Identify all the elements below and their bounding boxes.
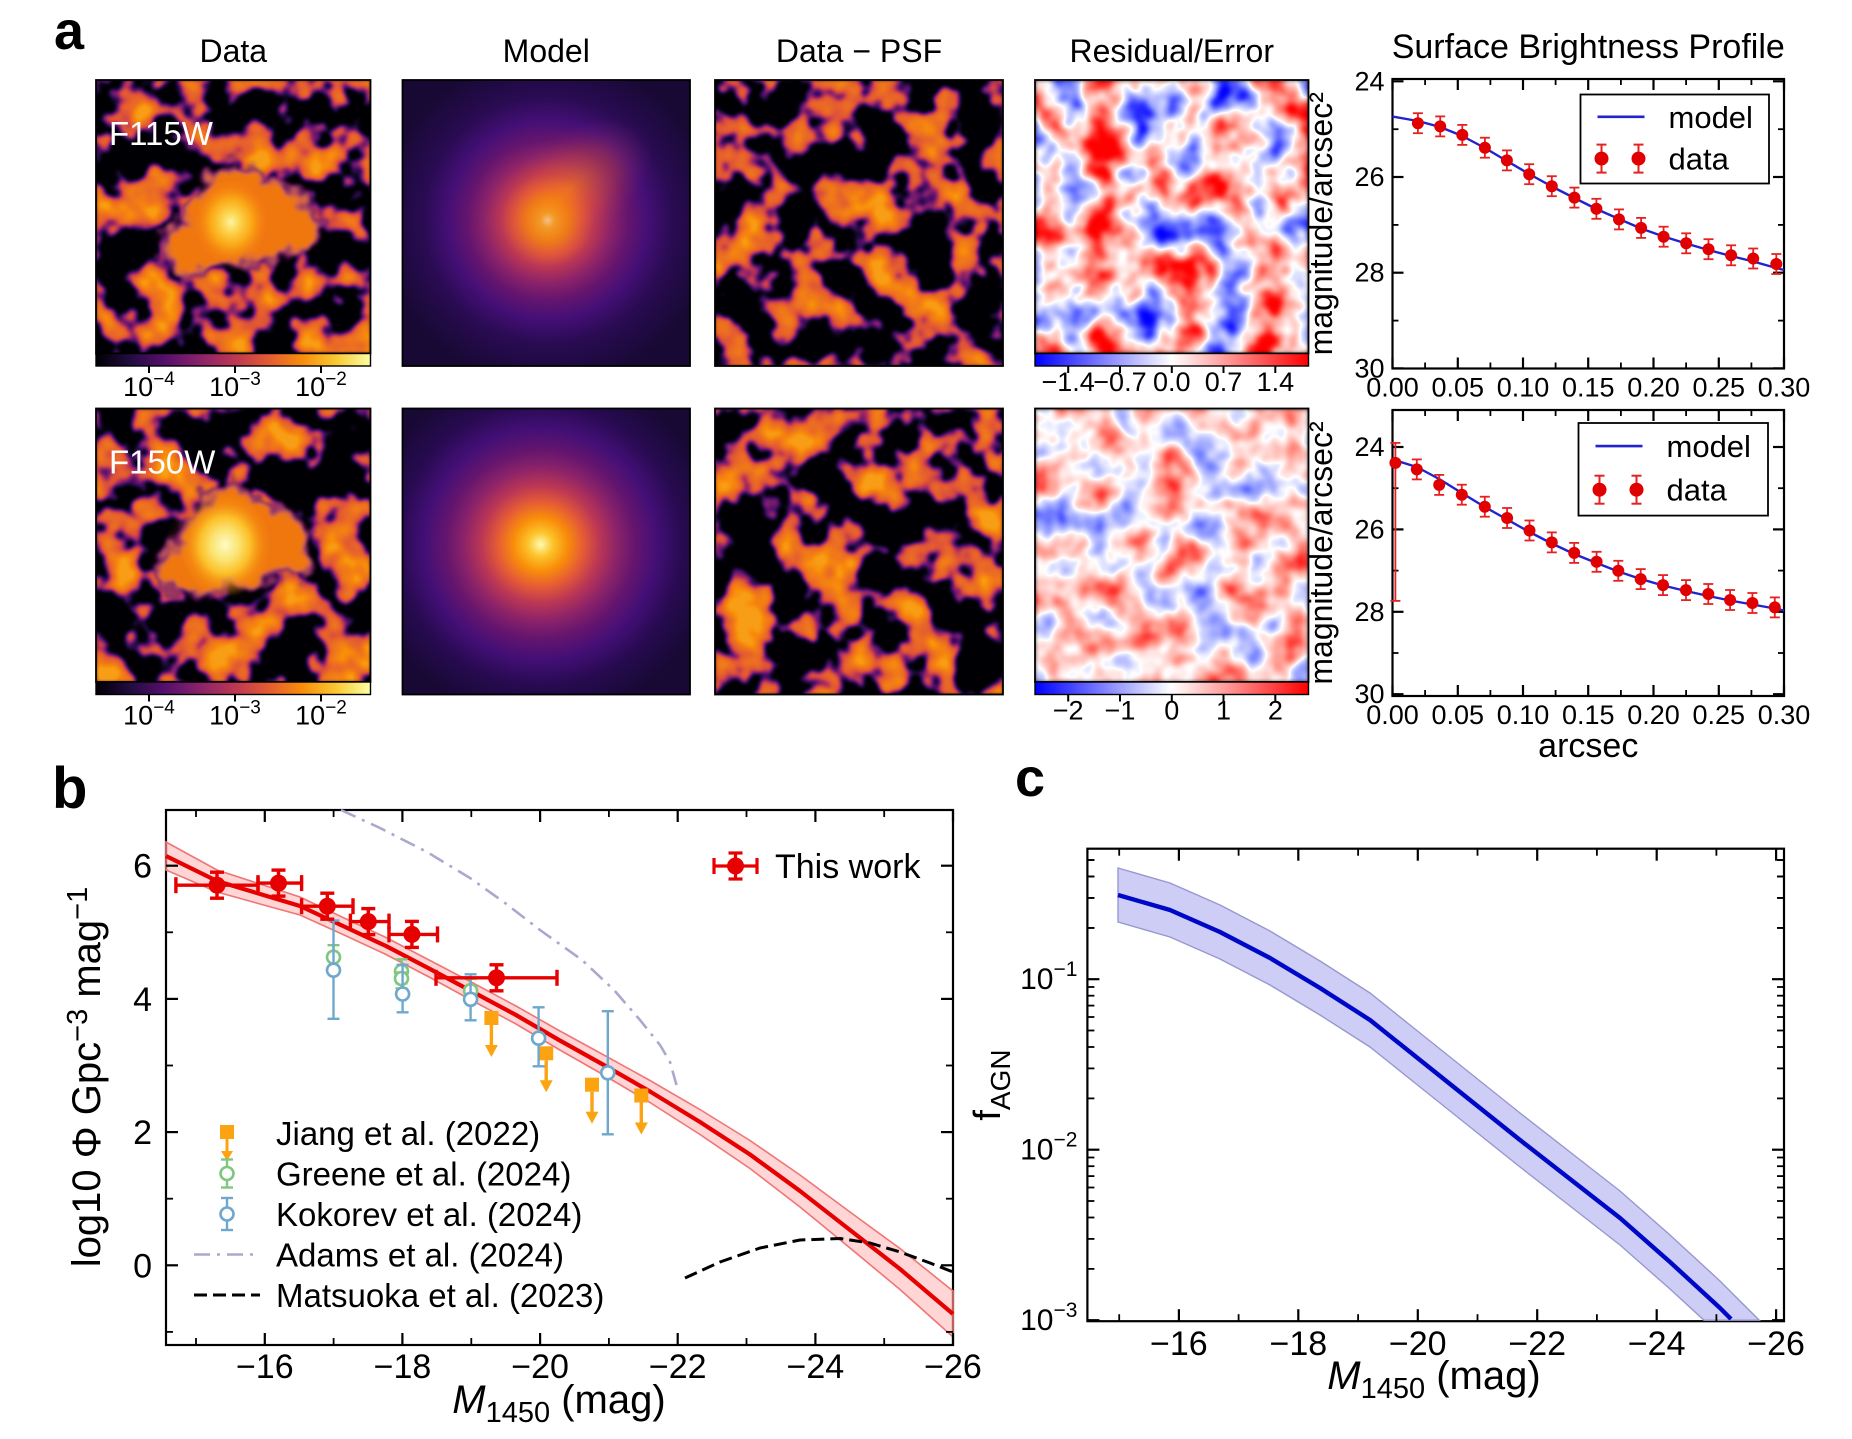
svg-text:Residual/Error: Residual/Error: [1069, 33, 1274, 69]
svg-text:log10 Φ Gpc−3 mag−1: log10 Φ Gpc−3 mag−1: [62, 887, 109, 1267]
svg-text:4: 4: [133, 981, 152, 1019]
svg-text:0: 0: [133, 1247, 152, 1285]
svg-text:24: 24: [1354, 432, 1384, 462]
svg-text:0.0: 0.0: [1153, 367, 1191, 397]
svg-text:−18: −18: [1269, 1325, 1327, 1363]
svg-text:0.10: 0.10: [1497, 700, 1550, 730]
svg-text:−22: −22: [1508, 1325, 1566, 1363]
svg-text:Model: Model: [503, 33, 590, 69]
svg-text:data: data: [1667, 473, 1728, 508]
svg-text:28: 28: [1354, 258, 1384, 288]
svg-text:−16: −16: [236, 1348, 294, 1386]
svg-text:0.25: 0.25: [1692, 373, 1745, 403]
svg-text:0.05: 0.05: [1431, 700, 1484, 730]
svg-text:0.20: 0.20: [1627, 373, 1680, 403]
svg-text:−1.4: −1.4: [1041, 367, 1094, 397]
svg-text:2: 2: [133, 1114, 152, 1152]
svg-text:Matsuoka et al. (2023): Matsuoka et al. (2023): [276, 1277, 604, 1314]
svg-text:−2: −2: [1053, 696, 1084, 726]
svg-text:28: 28: [1354, 597, 1384, 627]
svg-text:0.00: 0.00: [1366, 373, 1419, 403]
svg-text:M1450 (mag): M1450 (mag): [1327, 1354, 1540, 1405]
svg-text:−24: −24: [1628, 1325, 1686, 1363]
svg-text:Greene et al. (2024): Greene et al. (2024): [276, 1156, 571, 1193]
svg-text:6: 6: [133, 848, 152, 886]
svg-text:model: model: [1669, 100, 1753, 135]
svg-text:−18: −18: [374, 1348, 432, 1386]
svg-text:arcsec: arcsec: [1538, 727, 1638, 765]
svg-text:model: model: [1667, 429, 1751, 464]
svg-text:−16: −16: [1150, 1325, 1208, 1363]
svg-text:0.30: 0.30: [1758, 373, 1811, 403]
svg-text:−24: −24: [787, 1348, 845, 1386]
svg-text:data: data: [1669, 142, 1730, 177]
svg-text:−0.7: −0.7: [1093, 367, 1146, 397]
svg-text:M1450 (mag): M1450 (mag): [452, 1378, 665, 1429]
svg-text:1: 1: [1216, 696, 1231, 726]
svg-text:−22: −22: [649, 1348, 707, 1386]
svg-text:Data: Data: [199, 33, 267, 69]
svg-text:Jiang et al. (2022): Jiang et al. (2022): [276, 1115, 540, 1152]
svg-text:−20: −20: [1389, 1325, 1447, 1363]
svg-text:26: 26: [1354, 514, 1384, 544]
svg-text:F115W: F115W: [109, 115, 214, 152]
svg-text:30: 30: [1354, 353, 1384, 383]
svg-text:0.10: 0.10: [1497, 373, 1550, 403]
svg-text:10−4: 10−4: [123, 369, 175, 402]
svg-text:Data − PSF: Data − PSF: [776, 33, 942, 69]
svg-text:Adams et al. (2024): Adams et al. (2024): [276, 1237, 564, 1274]
svg-text:b: b: [52, 756, 87, 821]
svg-text:0.20: 0.20: [1627, 700, 1680, 730]
svg-text:0.25: 0.25: [1692, 700, 1745, 730]
svg-text:0.7: 0.7: [1205, 367, 1243, 397]
svg-text:0.05: 0.05: [1431, 373, 1484, 403]
svg-text:−26: −26: [1747, 1325, 1805, 1363]
svg-text:Surface Brightness Profile: Surface Brightness Profile: [1392, 28, 1785, 66]
svg-text:−1: −1: [1105, 696, 1136, 726]
svg-text:magnitude/arcsec²: magnitude/arcsec²: [1303, 421, 1339, 685]
svg-text:−26: −26: [924, 1348, 982, 1386]
svg-text:Kokorev et al. (2024): Kokorev et al. (2024): [276, 1196, 582, 1233]
svg-text:1.4: 1.4: [1257, 367, 1295, 397]
svg-text:magnitude/arcsec²: magnitude/arcsec²: [1303, 92, 1339, 356]
svg-text:0.15: 0.15: [1562, 373, 1615, 403]
svg-text:0.30: 0.30: [1758, 700, 1811, 730]
svg-text:F150W: F150W: [109, 444, 216, 481]
svg-text:10−3: 10−3: [1020, 1299, 1077, 1337]
svg-text:This work: This work: [775, 848, 921, 886]
svg-text:30: 30: [1354, 679, 1384, 709]
svg-text:0.15: 0.15: [1562, 700, 1615, 730]
svg-text:2: 2: [1268, 696, 1283, 726]
svg-text:a: a: [54, 1, 85, 61]
svg-text:−20: −20: [511, 1348, 569, 1386]
svg-text:26: 26: [1354, 162, 1384, 192]
svg-text:24: 24: [1354, 66, 1384, 96]
svg-text:0: 0: [1164, 696, 1179, 726]
svg-text:0.00: 0.00: [1366, 700, 1419, 730]
svg-text:c: c: [1015, 748, 1045, 808]
